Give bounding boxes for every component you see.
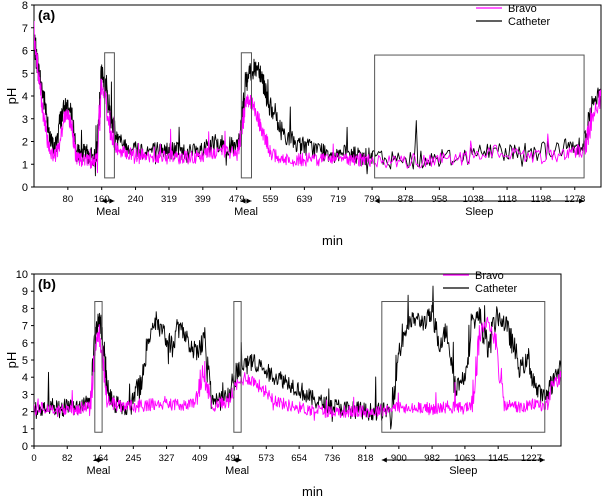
x-tick-label: 878 xyxy=(398,194,414,205)
y-tick-label: 0 xyxy=(22,441,28,453)
x-tick-label: 1118 xyxy=(497,194,517,205)
y-tick-label: 2 xyxy=(22,407,28,419)
series-line-bravo xyxy=(34,316,561,421)
legend-label-bravo: Bravo xyxy=(475,270,504,282)
annotation-arrowhead-right xyxy=(97,457,103,463)
panel-label: (a) xyxy=(38,7,55,23)
x-tick-label: 654 xyxy=(291,453,307,464)
x-tick-label: 80 xyxy=(63,194,74,205)
x-axis-label: min xyxy=(302,484,323,499)
annotation-label: Sleep xyxy=(449,465,477,477)
x-tick-label: 958 xyxy=(431,194,447,205)
x-tick-label: 639 xyxy=(296,194,312,205)
annotation-arrowhead-right xyxy=(109,198,115,204)
x-tick-label: 719 xyxy=(330,194,346,205)
chart-panel-a: 0 1 2 3 4 5 6 7 8 80 160 240 319 399 479 559 639 719 799 87… xyxy=(4,0,602,248)
x-tick-label: 327 xyxy=(159,453,175,464)
highlight-box xyxy=(374,54,585,179)
annotation-arrowhead-left xyxy=(101,198,107,204)
y-tick-label: 6 xyxy=(22,338,28,350)
x-tick-label: 1227 xyxy=(521,453,542,464)
annotation-arrowhead-left xyxy=(232,457,238,463)
annotation-label: Meal xyxy=(234,206,258,218)
y-axis-label: pH xyxy=(4,88,19,105)
annotation-label: Meal xyxy=(87,465,111,477)
x-tick-label: 0 xyxy=(31,453,36,464)
y-tick-label: 1 xyxy=(22,424,28,436)
x-tick-label: 1278 xyxy=(564,194,585,205)
highlight-box xyxy=(381,301,546,433)
y-tick-label: 10 xyxy=(16,269,28,281)
x-tick-label: 160 xyxy=(94,194,110,205)
y-tick-label: 6 xyxy=(22,46,28,58)
annotation-arrowhead-left xyxy=(93,457,99,463)
plot-frame xyxy=(33,4,602,188)
y-tick-label: 2 xyxy=(22,137,28,149)
y-tick-label: 4 xyxy=(22,372,28,384)
series-line-bravo xyxy=(34,20,601,174)
y-tick-label: 9 xyxy=(22,286,28,298)
annotation-arrowhead-right xyxy=(539,457,545,463)
y-tick-label: 3 xyxy=(22,114,28,126)
highlight-box xyxy=(233,301,242,433)
x-tick-label: 573 xyxy=(258,453,274,464)
annotation-label: Meal xyxy=(225,465,249,477)
highlight-box xyxy=(94,301,103,433)
plot-frame xyxy=(33,273,562,447)
highlight-box xyxy=(240,52,252,179)
y-tick-label: 5 xyxy=(22,355,28,367)
highlight-box xyxy=(104,52,115,179)
x-tick-label: 319 xyxy=(161,194,177,205)
y-tick-label: 4 xyxy=(22,91,28,103)
annotation-label: Meal xyxy=(96,206,120,218)
y-tick-label: 0 xyxy=(22,182,28,194)
annotation-arrowhead-right xyxy=(246,198,252,204)
x-tick-label: 1038 xyxy=(463,194,484,205)
y-tick-label: 7 xyxy=(22,23,28,35)
x-tick-label: 479 xyxy=(229,194,245,205)
y-tick-label: 8 xyxy=(22,0,28,12)
legend-label-bravo: Bravo xyxy=(508,3,537,15)
x-tick-label: 399 xyxy=(195,194,211,205)
x-tick-label: 245 xyxy=(125,453,141,464)
x-tick-label: 736 xyxy=(324,453,340,464)
y-tick-label: 5 xyxy=(22,68,28,80)
y-tick-label: 3 xyxy=(22,389,28,401)
x-axis-label: min xyxy=(322,233,343,248)
y-tick-label: 8 xyxy=(22,303,28,315)
annotation-arrowhead-left xyxy=(374,198,380,204)
x-tick-label: 82 xyxy=(62,453,73,464)
series-line-catheter xyxy=(34,34,601,177)
annotation-label: Sleep xyxy=(465,206,493,218)
x-tick-label: 409 xyxy=(192,453,208,464)
x-tick-label: 818 xyxy=(358,453,374,464)
plot-area xyxy=(34,285,561,430)
y-tick-label: 1 xyxy=(22,159,28,171)
x-tick-label: 491 xyxy=(225,453,241,464)
x-tick-label: 240 xyxy=(128,194,144,205)
x-tick-label: 982 xyxy=(424,453,440,464)
legend-label-catheter: Catheter xyxy=(475,283,518,295)
x-tick-label: 900 xyxy=(391,453,407,464)
annotation-arrowhead-left xyxy=(240,198,246,204)
panel-label: (b) xyxy=(38,276,56,292)
x-tick-label: 164 xyxy=(93,453,109,464)
x-tick-label: 1145 xyxy=(488,453,508,464)
annotation-arrowhead-left xyxy=(381,457,387,463)
x-tick-label: 799 xyxy=(364,194,380,205)
y-axis-label: pH xyxy=(4,352,19,369)
chart-panel-b: 0 1 2 3 4 5 6 7 8 9 10 0 82 164 245 327 409 491 573 654 736 8… xyxy=(4,269,562,499)
plot-area xyxy=(34,20,601,177)
x-tick-label: 559 xyxy=(263,194,279,205)
legend-label-catheter: Catheter xyxy=(508,16,551,28)
x-tick-label: 1063 xyxy=(454,453,475,464)
annotation-arrowhead-right xyxy=(579,198,585,204)
series-line-catheter xyxy=(34,285,561,430)
annotation-arrowhead-right xyxy=(236,457,242,463)
y-tick-label: 7 xyxy=(22,321,28,333)
x-tick-label: 1198 xyxy=(531,194,551,205)
